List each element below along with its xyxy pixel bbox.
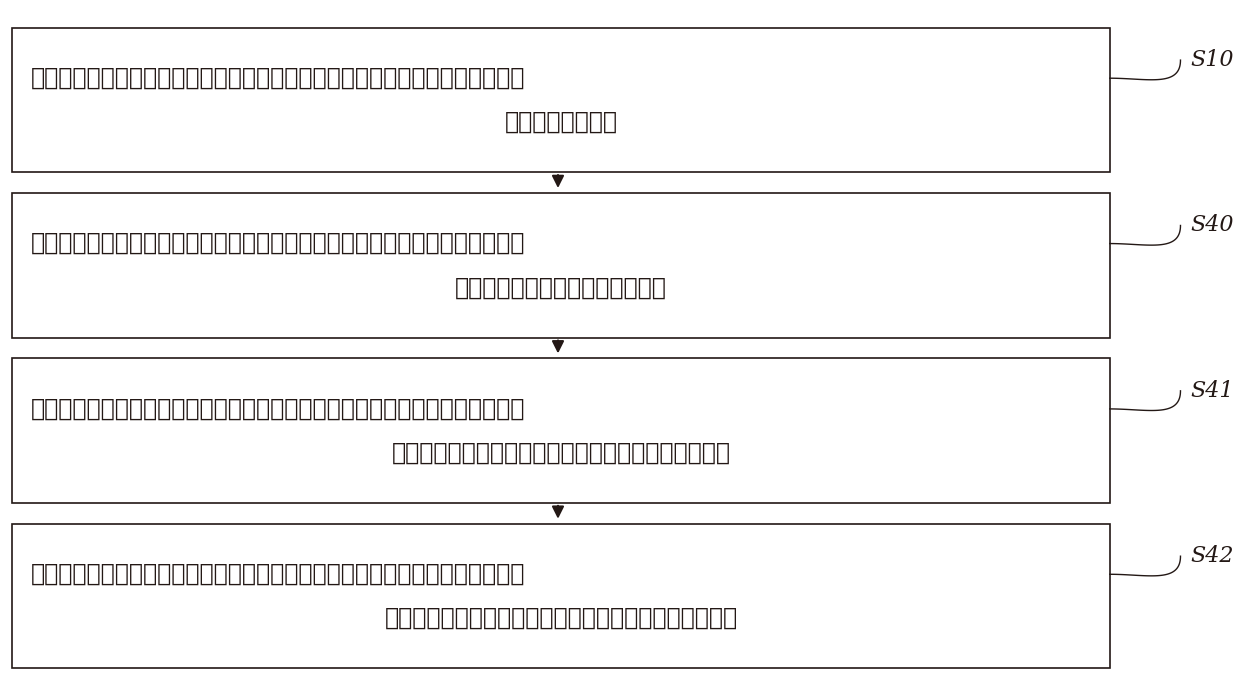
Text: 机进行制热输出，并控制所述室内机的风机以预设转速运: 机进行制热输出，并控制所述室内机的风机以预设转速运 <box>384 606 738 630</box>
Text: S40: S40 <box>1190 214 1234 236</box>
Text: S42: S42 <box>1190 545 1234 567</box>
Text: S41: S41 <box>1190 380 1234 402</box>
Text: 度传感器检测到的第二温度值运行: 度传感器检测到的第二温度值运行 <box>455 276 667 299</box>
Bar <box>12 524 1110 668</box>
Text: 测到的第二温度值: 测到的第二温度值 <box>505 110 618 134</box>
Bar <box>12 28 1110 172</box>
Text: 室内机停止制热输出，并降低所述室内机的风机的转速: 室内机停止制热输出，并降低所述室内机的风机的转速 <box>392 441 730 464</box>
Bar <box>12 358 1110 503</box>
Text: 在所述第二温度传感器检测到的第二温度值小于所述设定温度时，控制所述室内: 在所述第二温度传感器检测到的第二温度值小于所述设定温度时，控制所述室内 <box>31 562 526 586</box>
Text: 获取每个室内机对应的第一温度传感器检测到的第一温度值和第二温度传感器检: 获取每个室内机对应的第一温度传感器检测到的第一温度值和第二温度传感器检 <box>31 66 526 90</box>
Text: 在所述第二温度传感器检测到的第二温度值大于或者等于设定温度时，控制所述: 在所述第二温度传感器检测到的第二温度值大于或者等于设定温度时，控制所述 <box>31 397 526 420</box>
Text: S10: S10 <box>1190 49 1234 71</box>
Text: 在室内机运行于制热模式时，控制所述室内机，根据与所述室内机对应的第二温: 在室内机运行于制热模式时，控制所述室内机，根据与所述室内机对应的第二温 <box>31 232 526 255</box>
Bar <box>12 193 1110 338</box>
